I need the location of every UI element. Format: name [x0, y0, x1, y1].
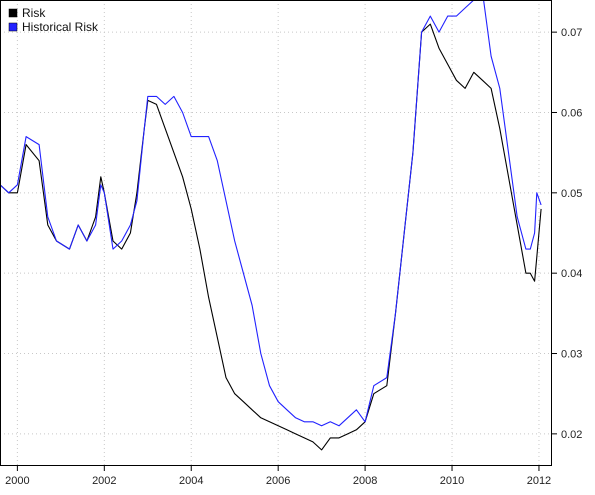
- y-tick-label: 0.04: [561, 268, 582, 280]
- y-tick-label: 0.03: [561, 349, 582, 361]
- x-axis: 2000 2002 2004 2006 2008 2010 2012: [5, 466, 551, 487]
- y-tick-label: 0.02: [561, 429, 582, 441]
- x-tick-label: 2008: [353, 475, 377, 487]
- legend-swatch-risk: [8, 8, 18, 18]
- plot-frame: [0, 0, 552, 466]
- x-tick-label: 2004: [179, 475, 203, 487]
- x-tick-label: 2000: [5, 475, 29, 487]
- y-axis: 0.02 0.03 0.04 0.05 0.06 0.07: [552, 27, 582, 441]
- grid-lines: [0, 0, 552, 466]
- legend-label-risk: Risk: [22, 6, 46, 20]
- y-tick-label: 0.05: [561, 188, 582, 200]
- x-tick-label: 2002: [92, 475, 116, 487]
- series-lines: [0, 0, 542, 451]
- legend-label-historical-risk: Historical Risk: [22, 20, 99, 34]
- y-tick-label: 0.07: [561, 27, 582, 39]
- x-tick-label: 2006: [266, 475, 290, 487]
- x-tick-label: 2012: [527, 475, 551, 487]
- y-tick-label: 0.06: [561, 107, 582, 119]
- legend: Risk Historical Risk: [8, 6, 99, 34]
- series-line-risk: [0, 23, 542, 451]
- series-line-historical-risk: [0, 0, 542, 427]
- x-tick-label: 2010: [440, 475, 464, 487]
- legend-swatch-historical-risk: [8, 22, 18, 32]
